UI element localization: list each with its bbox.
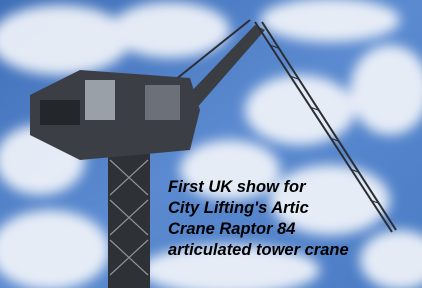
page: {"caption": {"lines": ["First UK show fo… [0,0,422,288]
photo: First UK show for City Lifting's Artic C… [0,0,422,288]
caption-line: City Lifting's Artic [168,199,309,217]
body: First UK show for City Lifting's Artic C… [0,0,422,288]
caption-line: articulated tower crane [168,241,349,259]
caption-line: Crane Raptor 84 [168,220,295,238]
caption-line: First UK show for [168,178,307,196]
